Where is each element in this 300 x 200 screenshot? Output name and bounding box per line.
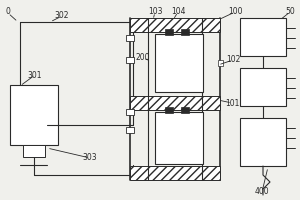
Bar: [155, 112, 203, 164]
Text: 301: 301: [28, 71, 42, 79]
Bar: [165, 107, 173, 113]
Bar: [130, 18, 220, 32]
Bar: [126, 109, 134, 115]
Bar: [240, 68, 286, 106]
Bar: [130, 96, 220, 110]
Bar: [126, 35, 134, 41]
Bar: [10, 85, 58, 145]
Bar: [165, 29, 173, 35]
Text: 104: 104: [171, 7, 185, 17]
Bar: [218, 60, 223, 66]
Bar: [181, 29, 189, 35]
Text: 101: 101: [225, 98, 239, 108]
Bar: [240, 18, 286, 56]
Text: 50: 50: [285, 7, 295, 17]
Text: 103: 103: [148, 7, 162, 17]
Bar: [126, 57, 134, 63]
Bar: [181, 107, 189, 113]
Text: 302: 302: [55, 10, 69, 20]
Text: 102: 102: [226, 55, 240, 64]
Text: 303: 303: [83, 154, 97, 162]
Bar: [240, 118, 286, 166]
Text: 400: 400: [255, 188, 269, 196]
Bar: [126, 127, 134, 133]
Text: 0: 0: [6, 7, 10, 17]
Text: 100: 100: [228, 7, 242, 17]
Bar: [155, 34, 203, 92]
Bar: [23, 145, 45, 157]
Bar: [130, 166, 220, 180]
Text: 200: 200: [136, 53, 150, 62]
